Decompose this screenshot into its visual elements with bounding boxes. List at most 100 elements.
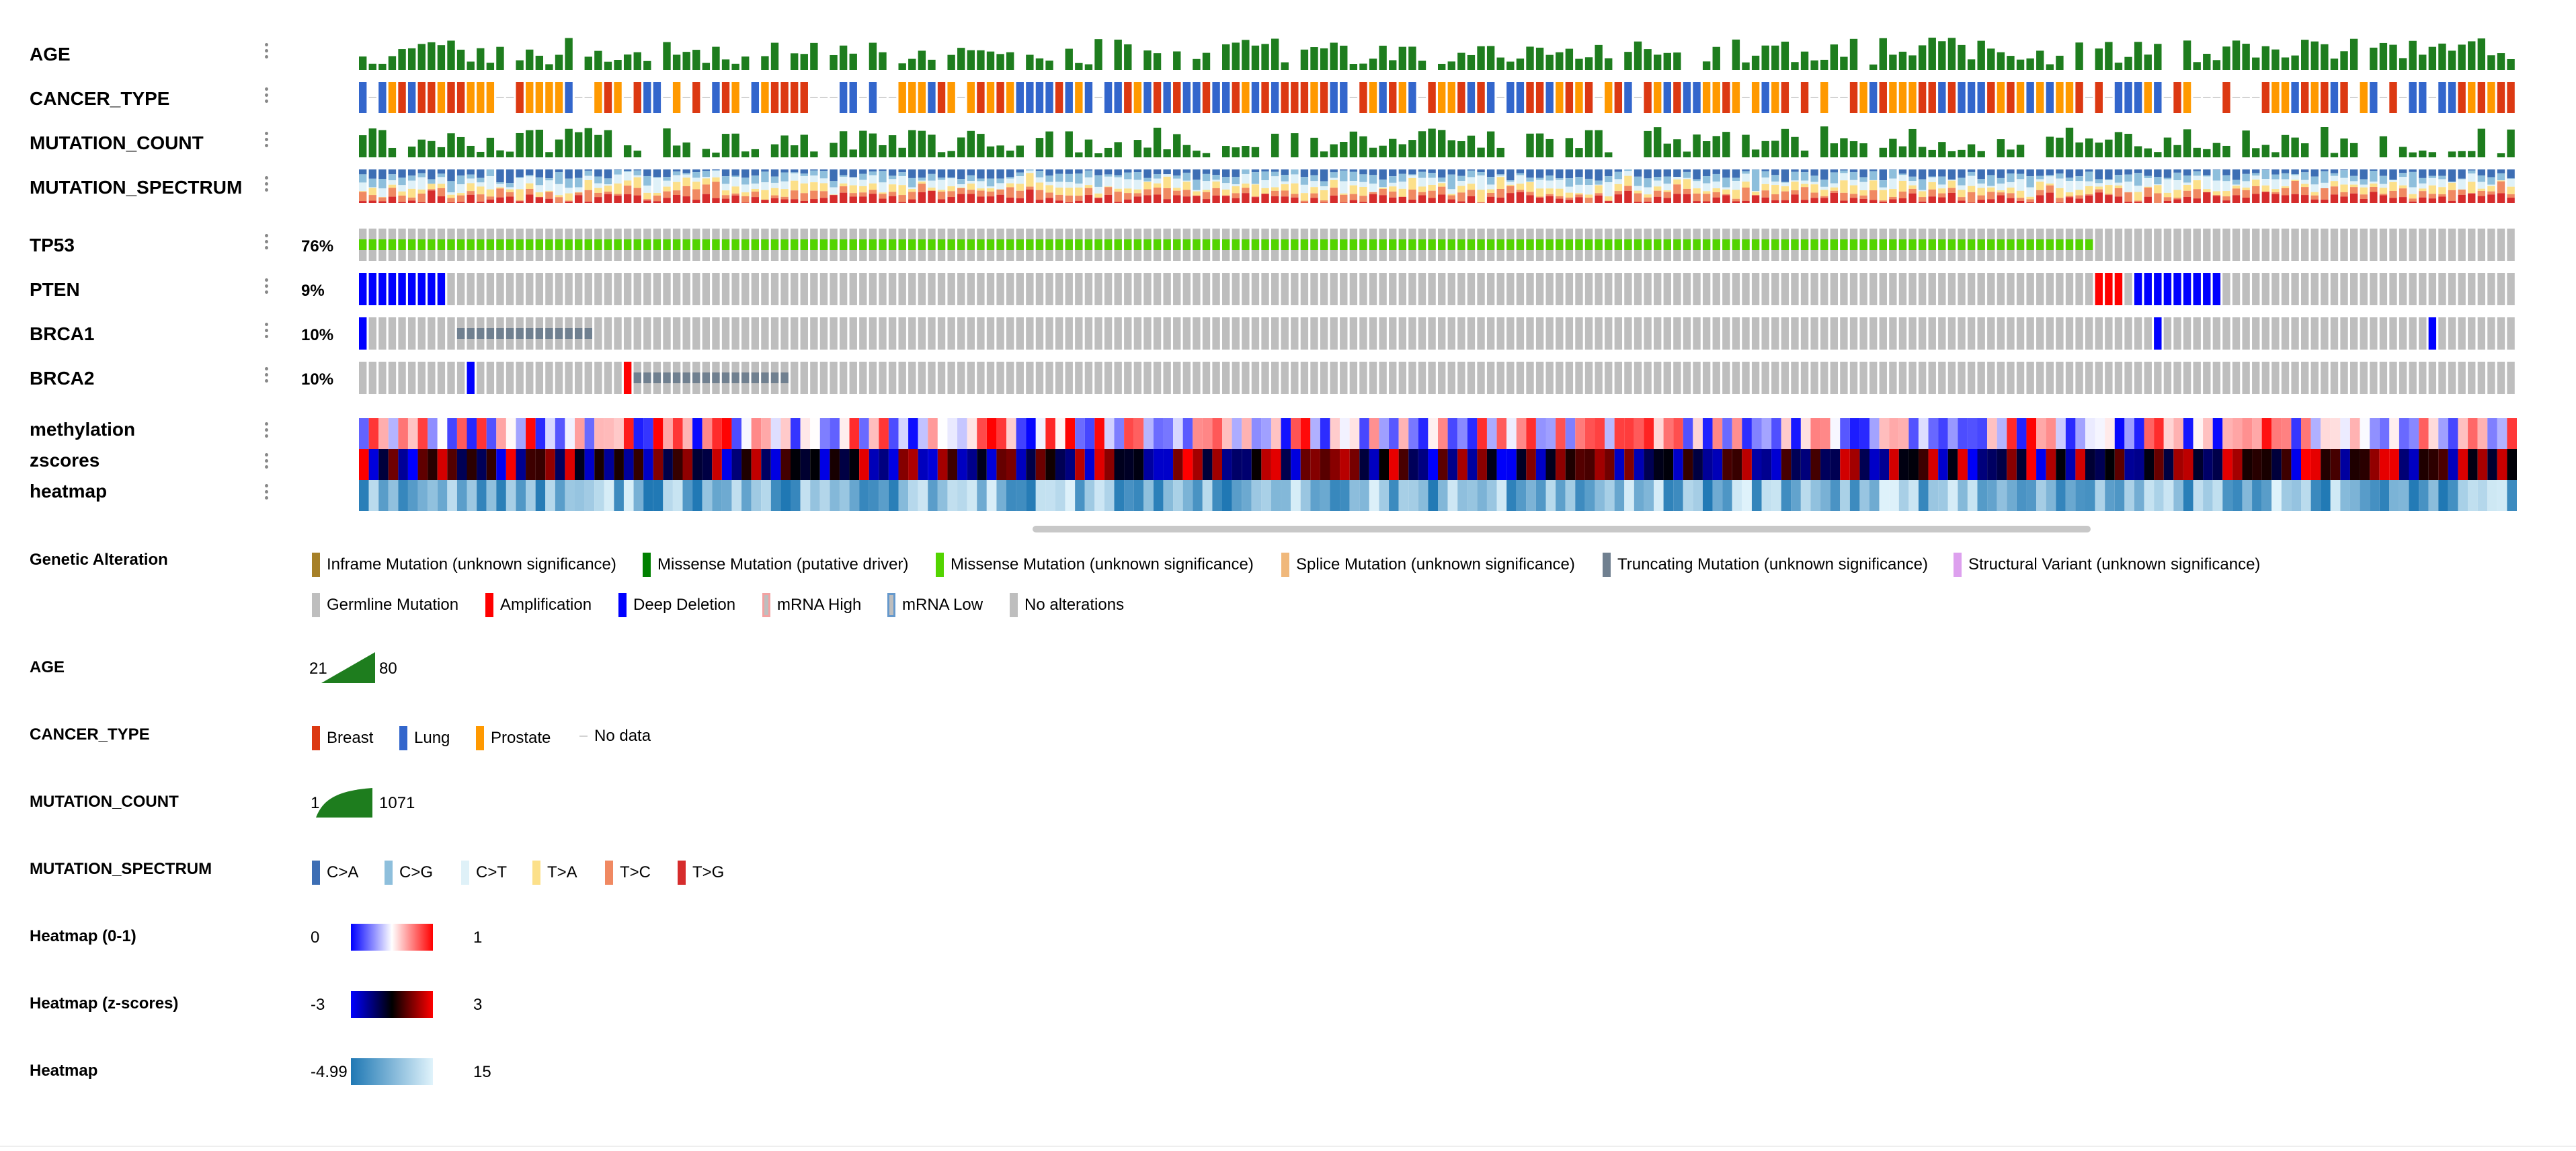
gene-cell	[623, 317, 632, 350]
age-bar	[1477, 46, 1485, 70]
age-bar	[1879, 38, 1887, 70]
gene-cell	[1438, 317, 1446, 350]
mutation-spectrum-segment	[1693, 193, 1701, 202]
mutation-spectrum-segment	[2046, 169, 2054, 175]
horizontal-scrollbar[interactable]	[1033, 526, 2091, 532]
gene-cell	[1634, 273, 1642, 305]
track-menu-mutation-spectrum[interactable]	[261, 172, 272, 195]
mutation-spectrum-segment	[1222, 189, 1230, 196]
track-menu-cancer-type[interactable]	[261, 83, 272, 106]
mutation-spectrum-segment	[2183, 185, 2191, 191]
mutation-spectrum-segment	[2379, 169, 2388, 176]
mutation-spectrum-segment	[2026, 202, 2034, 203]
methylation-cell	[2360, 418, 2370, 449]
mutation-spectrum-segment	[1673, 169, 1681, 177]
age-bar	[663, 42, 671, 70]
heatmap-cell	[1477, 480, 1487, 511]
mutation-spectrum-segment	[1006, 178, 1014, 184]
track-menu-zscores[interactable]	[261, 449, 272, 472]
track-menu-tp53[interactable]	[261, 230, 272, 253]
mutation-spectrum-segment	[545, 180, 553, 191]
mutation-spectrum-segment	[1958, 185, 1966, 190]
gene-cell	[1055, 362, 1063, 394]
zscore-cell	[2409, 449, 2419, 480]
mutation-spectrum-segment	[1800, 184, 1809, 188]
mutation-spectrum-segment	[486, 189, 495, 197]
mutation-spectrum-segment	[1967, 186, 1976, 192]
mutation-spectrum-segment	[830, 169, 838, 182]
mutation-spectrum-segment	[780, 181, 789, 190]
genetic-alteration-legend-item-1: Missense Mutation (putative driver)	[643, 553, 908, 577]
methylation-cell	[565, 418, 575, 449]
mutation-spectrum-segment	[663, 169, 671, 177]
mutation-spectrum-segment	[1693, 181, 1701, 189]
mutation-spectrum-segment	[1398, 182, 1407, 189]
mutation-spectrum-segment	[888, 179, 897, 185]
mutation-spectrum-segment	[1654, 169, 1662, 177]
mutation-spectrum-segment	[1084, 195, 1093, 203]
mutation-spectrum-segment	[1369, 169, 1377, 175]
cancer-type-cell	[1300, 82, 1309, 113]
track-menu-pten[interactable]	[261, 274, 272, 297]
methylation-cell	[575, 418, 585, 449]
track-menu-age[interactable]	[261, 39, 272, 62]
genetic-alteration-legend-item-label: Inframe Mutation (unknown significance)	[327, 555, 616, 573]
brca2-truncating-mark	[682, 372, 690, 383]
gene-cell	[1702, 362, 1711, 394]
gene-cell	[1565, 317, 1574, 350]
heatmap-cell	[506, 480, 516, 511]
methylation-cell	[741, 418, 752, 449]
age-bar	[1084, 64, 1093, 70]
heatmap-cell	[447, 480, 457, 511]
mutation-spectrum-segment	[692, 169, 700, 173]
heatmap-cell	[1320, 480, 1330, 511]
cancer-type-cell	[2212, 97, 2221, 98]
mutation-spectrum-segment	[712, 177, 720, 182]
gene-cell	[2321, 229, 2329, 261]
track-menu-brca1[interactable]	[261, 319, 272, 342]
mutation-spectrum-segment	[1575, 169, 1583, 177]
track-menu-heatmap[interactable]	[261, 480, 272, 503]
track-menu-brca2[interactable]	[261, 363, 272, 386]
zscore-cell	[1634, 449, 1644, 480]
mutation-spectrum-segment	[1565, 192, 1574, 198]
age-bar	[1035, 58, 1044, 70]
mutation-count-bar	[575, 132, 583, 157]
mutation-spectrum-segment	[623, 194, 632, 203]
mutation-spectrum-segment	[1928, 169, 1936, 177]
mutation-spectrum-segment	[1016, 169, 1024, 173]
heatmap-cell	[1565, 480, 1576, 511]
age-bar	[1310, 47, 1318, 70]
gene-cell	[1389, 362, 1397, 394]
gene-cell	[1281, 317, 1289, 350]
track-menu-mutation-count[interactable]	[261, 128, 272, 151]
mutation-spectrum-segment	[1791, 190, 1799, 195]
mutation-spectrum-segment	[2114, 182, 2123, 186]
age-bar	[1947, 38, 1956, 70]
mutation-count-bar	[1408, 140, 1416, 157]
mutation-spectrum-segment	[1330, 172, 1338, 178]
zscore-cell	[2497, 449, 2507, 480]
mutation-spectrum-segment	[1751, 192, 1760, 196]
cancer-type-cell	[1251, 82, 1260, 113]
mutation-spectrum-segment	[2183, 175, 2191, 183]
mutation-spectrum-segment	[2507, 178, 2515, 187]
zscore-cell	[526, 449, 536, 480]
mutation-count-bar	[1575, 148, 1583, 157]
heatmap-cell	[1261, 480, 1271, 511]
cancer-type-cell	[869, 82, 877, 113]
gene-cell	[1447, 362, 1455, 394]
age-bar	[1349, 64, 1358, 70]
gene-cell	[1320, 362, 1328, 394]
gene-cell	[2046, 273, 2054, 305]
track-menu-methylation[interactable]	[261, 418, 272, 441]
age-bar	[2007, 56, 2015, 70]
brca1-truncating-mark	[496, 328, 504, 339]
age-bar	[1173, 51, 1181, 70]
track-label-mutation-spectrum: MUTATION_SPECTRUM	[30, 177, 243, 198]
gene-cell	[545, 273, 553, 305]
oncoprint-matrix[interactable]	[359, 38, 2517, 511]
gene-cell	[1408, 273, 1416, 305]
mutation-spectrum-segment	[2056, 202, 2064, 203]
mutation-spectrum-segment	[1644, 187, 1652, 195]
